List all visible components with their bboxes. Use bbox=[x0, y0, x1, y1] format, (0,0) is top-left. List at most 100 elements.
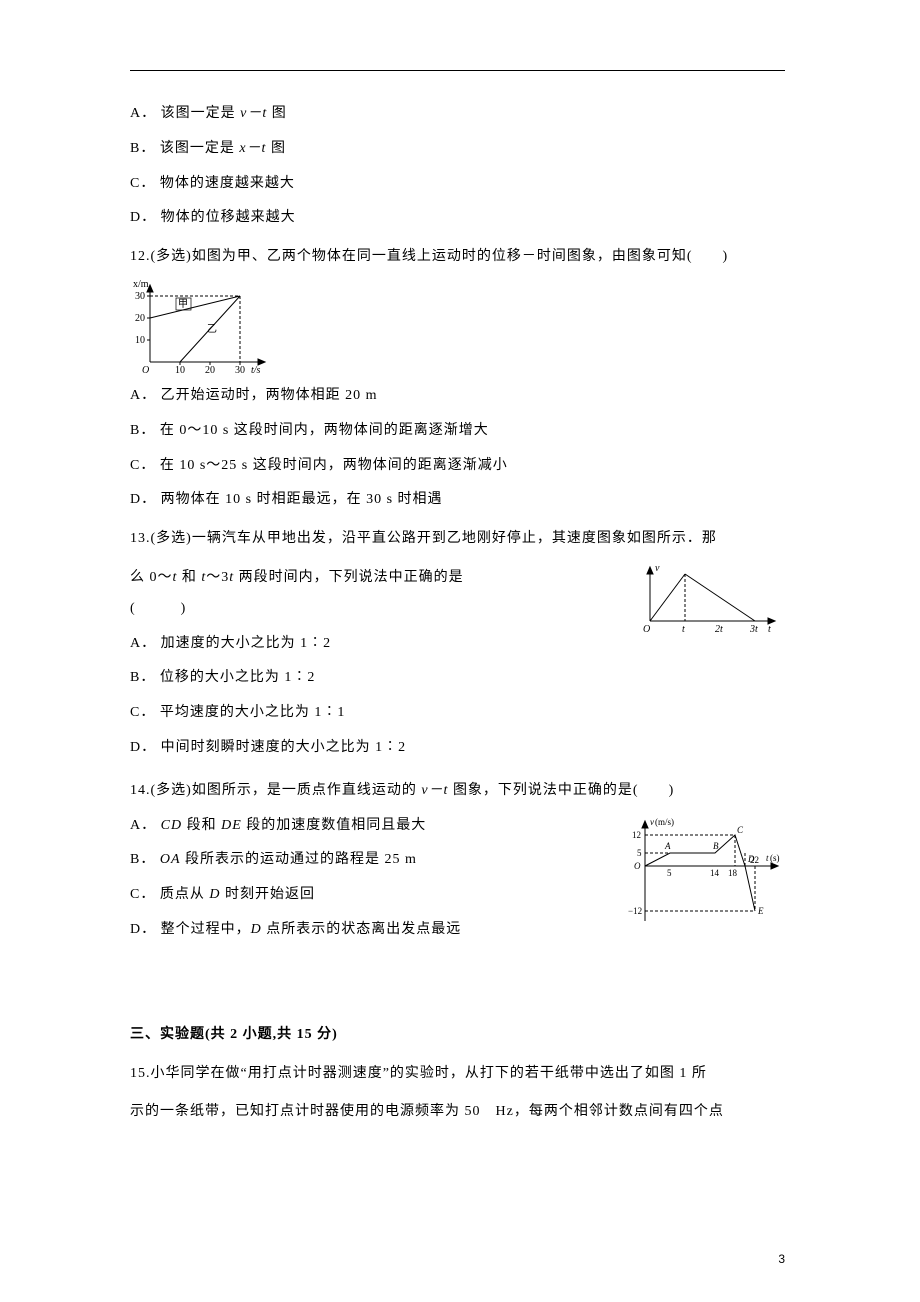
q12-option-a: A． 乙开始运动时，两物体相距 20 m bbox=[130, 381, 785, 412]
q12-stem: 12.(多选)如图为甲、乙两个物体在同一直线上运动时的位移－时间图象，由图象可知… bbox=[130, 242, 785, 273]
svg-text:x/m: x/m bbox=[133, 279, 149, 290]
text: 两段时间内，下列说法中正确的是 bbox=[234, 570, 464, 585]
var: D bbox=[251, 922, 262, 937]
q15-line2: 示的一条纸带，已知打点计时器使用的电源频率为 50 Hz，每两个相邻计数点间有四… bbox=[130, 1097, 785, 1128]
svg-text:t: t bbox=[768, 624, 771, 635]
q11-option-b: B． 该图一定是 x－t 图 bbox=[130, 134, 785, 165]
svg-text:20: 20 bbox=[205, 365, 215, 376]
option-label: B． bbox=[130, 670, 155, 685]
svg-text:5: 5 bbox=[667, 868, 672, 878]
option-label: A． bbox=[130, 388, 156, 403]
svg-text:3t: 3t bbox=[749, 624, 758, 635]
var: v－t bbox=[240, 106, 267, 121]
answer-paren: ( ) bbox=[130, 594, 191, 625]
q11-option-c: C． 物体的速度越来越大 bbox=[130, 169, 785, 200]
option-label: C． bbox=[130, 458, 155, 473]
svg-text:10: 10 bbox=[175, 365, 185, 376]
top-rule bbox=[130, 70, 785, 71]
svg-text:甲: 甲 bbox=[178, 299, 188, 310]
svg-text:(s): (s) bbox=[770, 853, 780, 863]
q13-option-d: D． 中间时刻瞬时速度的大小之比为 1∶2 bbox=[130, 733, 785, 764]
option-text: 物体的速度越来越大 bbox=[160, 176, 295, 191]
svg-text:2t: 2t bbox=[715, 624, 723, 635]
svg-text:5: 5 bbox=[637, 848, 642, 858]
svg-text:B: B bbox=[713, 841, 719, 851]
option-text: 位移的大小之比为 1∶2 bbox=[160, 670, 316, 685]
text: 时刻开始返回 bbox=[220, 887, 315, 902]
svg-text:v: v bbox=[650, 817, 654, 827]
svg-text:t: t bbox=[682, 624, 685, 635]
option-text: 该图一定是 x－t 图 bbox=[160, 141, 286, 156]
page-number: 3 bbox=[778, 1246, 785, 1272]
option-text: 物体的位移越来越大 bbox=[161, 210, 296, 225]
option-text: 两物体在 10 s 时相距最远，在 30 s 时相遇 bbox=[161, 492, 443, 507]
svg-text:A: A bbox=[664, 841, 671, 851]
option-text: 加速度的大小之比为 1∶2 bbox=[161, 636, 332, 651]
section-3-title: 三、实验题(共 2 小题,共 15 分) bbox=[130, 1020, 785, 1051]
svg-text:30: 30 bbox=[135, 291, 145, 302]
q13-stem-line1: 13.(多选)一辆汽车从甲地出发，沿平直公路开到乙地刚好停止，其速度图象如图所示… bbox=[130, 524, 785, 555]
option-text: 平均速度的大小之比为 1∶1 bbox=[160, 705, 346, 720]
option-label: A． bbox=[130, 818, 156, 833]
option-text: 整个过程中，D 点所表示的状态离出发点最远 bbox=[161, 922, 462, 937]
option-text: 乙开始运动时，两物体相距 20 m bbox=[161, 388, 378, 403]
option-label: D． bbox=[130, 740, 156, 755]
option-text: CD 段和 DE 段的加速度数值相同且最大 bbox=[161, 818, 427, 833]
var: OA bbox=[160, 852, 181, 867]
q12-option-b: B． 在 0～10 s 这段时间内，两物体间的距离逐渐增大 bbox=[130, 416, 785, 447]
option-label: C． bbox=[130, 887, 155, 902]
q11-option-d: D． 物体的位移越来越大 bbox=[130, 203, 785, 234]
svg-text:t: t bbox=[766, 853, 769, 863]
option-text: 该图一定是 v－t 图 bbox=[161, 106, 287, 121]
q14-stem: 14.(多选)如图所示，是一质点作直线运动的 v－t 图象，下列说法中正确的是(… bbox=[130, 776, 785, 807]
option-label: B． bbox=[130, 141, 155, 156]
q12-chart: x/m 10 20 30 10 20 30 t/s O 甲 乙 bbox=[130, 277, 275, 377]
svg-text:D: D bbox=[747, 854, 755, 864]
svg-text:18: 18 bbox=[728, 868, 738, 878]
text: 整个过程中， bbox=[161, 922, 251, 937]
text: 该图一定是 bbox=[160, 141, 240, 156]
text: 14.(多选)如图所示，是一质点作直线运动的 bbox=[130, 783, 421, 798]
option-text: 质点从 D 时刻开始返回 bbox=[160, 887, 315, 902]
option-label: D． bbox=[130, 922, 156, 937]
q13-chart: O t 2t 3t t v bbox=[635, 559, 785, 639]
option-text: 中间时刻瞬时速度的大小之比为 1∶2 bbox=[161, 740, 407, 755]
svg-text:30: 30 bbox=[235, 365, 245, 376]
text: 么 0～ bbox=[130, 570, 173, 585]
text: 和 bbox=[177, 570, 201, 585]
svg-text:(m/s): (m/s) bbox=[655, 817, 674, 827]
svg-text:12: 12 bbox=[632, 830, 641, 840]
option-label: D． bbox=[130, 210, 156, 225]
option-text: 在 10 s～25 s 这段时间内，两物体间的距离逐渐减小 bbox=[160, 458, 508, 473]
text: ～3 bbox=[206, 570, 229, 585]
text: 图象，下列说法中正确的是( ) bbox=[448, 783, 674, 798]
svg-text:20: 20 bbox=[135, 313, 145, 324]
svg-text:t/s: t/s bbox=[251, 365, 261, 376]
var: v－t bbox=[421, 783, 448, 798]
option-label: D． bbox=[130, 492, 156, 507]
option-text: 在 0～10 s 这段时间内，两物体间的距离逐渐增大 bbox=[160, 423, 489, 438]
text: 点所表示的状态离出发点最远 bbox=[262, 922, 462, 937]
svg-text:O: O bbox=[142, 365, 149, 376]
text: 图 bbox=[267, 106, 287, 121]
option-label: A． bbox=[130, 106, 156, 121]
text: 段的加速度数值相同且最大 bbox=[242, 818, 427, 833]
svg-text:−12: −12 bbox=[628, 906, 642, 916]
svg-text:O: O bbox=[634, 861, 641, 871]
option-label: C． bbox=[130, 176, 155, 191]
text: 段和 bbox=[182, 818, 221, 833]
q15-line1: 15.小华同学在做“用打点计时器测速度”的实验时，从打下的若干纸带中选出了如图 … bbox=[130, 1059, 785, 1090]
q13-option-c: C． 平均速度的大小之比为 1∶1 bbox=[130, 698, 785, 729]
option-label: A． bbox=[130, 636, 156, 651]
var: x－t bbox=[239, 141, 266, 156]
q12-option-d: D． 两物体在 10 s 时相距最远，在 30 s 时相遇 bbox=[130, 485, 785, 516]
q12-option-c: C． 在 10 s～25 s 这段时间内，两物体间的距离逐渐减小 bbox=[130, 451, 785, 482]
option-label: B． bbox=[130, 423, 155, 438]
option-label: C． bbox=[130, 705, 155, 720]
svg-text:E: E bbox=[757, 906, 764, 916]
svg-text:14: 14 bbox=[710, 868, 720, 878]
page: A． 该图一定是 v－t 图 B． 该图一定是 x－t 图 C． 物体的速度越来… bbox=[0, 0, 920, 1302]
text: 质点从 bbox=[160, 887, 210, 902]
q11-option-a: A． 该图一定是 v－t 图 bbox=[130, 99, 785, 130]
svg-text:v: v bbox=[655, 563, 660, 574]
